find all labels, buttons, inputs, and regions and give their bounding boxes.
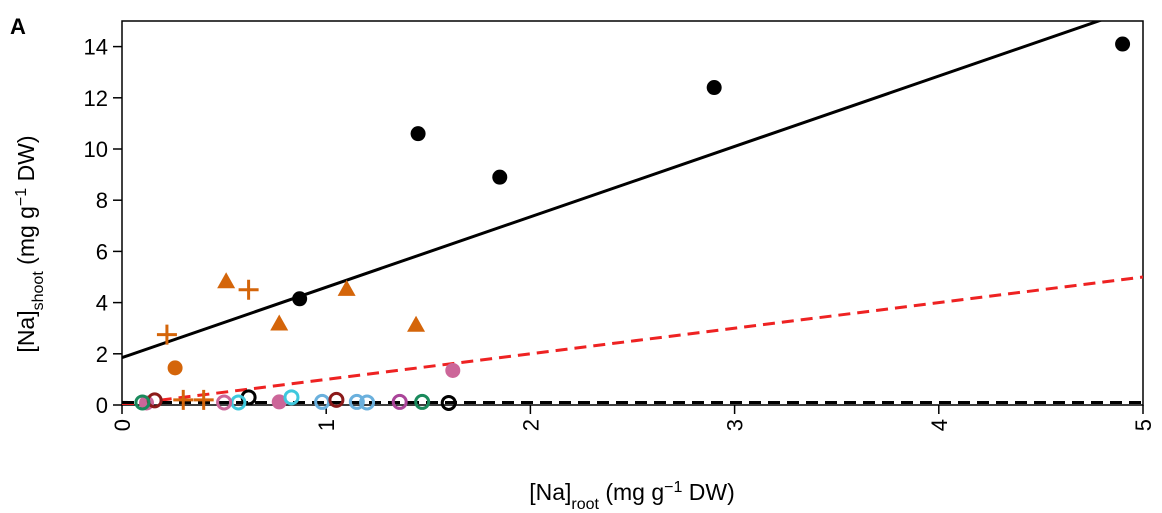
data-point <box>492 169 508 185</box>
data-point <box>706 80 722 96</box>
x-axis-title: [Na]root (mg g−1 DW) <box>529 479 735 513</box>
x-tick-label: 1 <box>314 419 339 431</box>
data-point <box>238 279 259 300</box>
y-tick-label: 10 <box>84 137 108 162</box>
data-point <box>328 391 345 408</box>
x-tick-label: 3 <box>723 419 748 431</box>
data-point <box>407 315 426 332</box>
x-tick-label: 4 <box>927 419 952 431</box>
y-tick-label: 8 <box>96 188 108 213</box>
y-tick-label: 6 <box>96 239 108 264</box>
data-point <box>337 279 356 296</box>
data-point <box>359 394 376 411</box>
data-point <box>173 389 194 410</box>
y-axis-title: [Na]shoot (mg g−1 DW) <box>13 135 47 352</box>
data-point <box>348 393 365 410</box>
data-point <box>217 272 236 289</box>
x-tick-label: 5 <box>1131 419 1156 431</box>
y-tick-label: 4 <box>96 291 108 316</box>
x-tick-label: 0 <box>110 419 135 431</box>
data-point <box>391 393 408 410</box>
data-point <box>193 389 214 410</box>
y-tick-label: 2 <box>96 342 108 367</box>
data-point <box>283 389 300 406</box>
data-point <box>314 393 331 410</box>
y-tick-label: 14 <box>84 35 108 60</box>
x-tick-label: 2 <box>518 419 543 431</box>
data-point <box>440 394 457 411</box>
data-point <box>1115 36 1131 52</box>
data-point <box>167 360 183 376</box>
data-point <box>410 126 426 142</box>
plot-frame <box>121 20 1144 406</box>
data-point <box>156 324 177 345</box>
data-point <box>216 394 233 411</box>
fit-line-dashed-1 <box>122 275 1143 405</box>
y-tick-label: 12 <box>84 86 108 111</box>
data-point <box>270 314 289 331</box>
data-point <box>292 291 308 307</box>
data-point <box>445 362 461 378</box>
data-point <box>414 393 431 410</box>
data-point <box>271 394 287 410</box>
panel-label: A <box>10 14 26 39</box>
y-tick-label: 0 <box>96 393 108 418</box>
fit-line-solid-0 <box>122 21 1104 360</box>
data-point <box>134 394 151 411</box>
